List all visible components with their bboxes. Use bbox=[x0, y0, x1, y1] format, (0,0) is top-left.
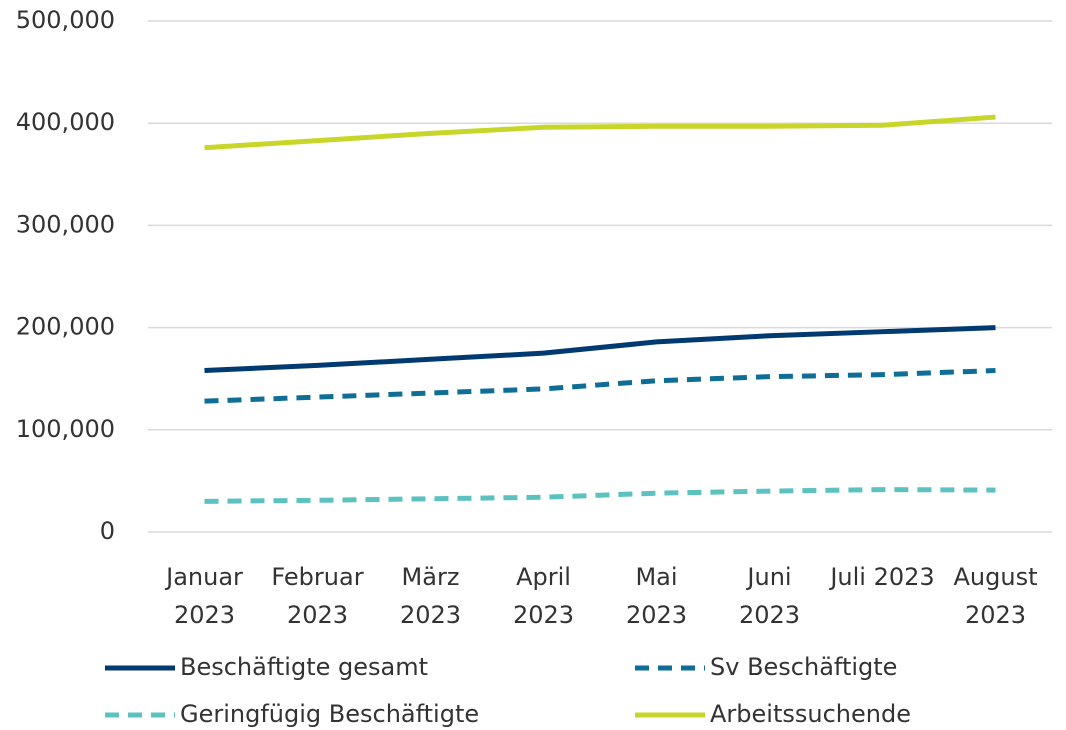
series-line bbox=[204, 325, 996, 374]
series-line bbox=[204, 487, 996, 504]
legend-label: Beschäftigte gesamt bbox=[180, 653, 428, 681]
y-tick-label: 500,000 bbox=[16, 6, 115, 34]
x-tick-label: Februar 2023 bbox=[271, 563, 364, 629]
x-tick-label: August 2023 bbox=[953, 563, 1038, 629]
y-tick-label: 400,000 bbox=[16, 108, 115, 136]
y-tick-label: 300,000 bbox=[16, 210, 115, 238]
legend-label: Sv Beschäftigte bbox=[710, 653, 897, 681]
x-tick-label: April 2023 bbox=[512, 563, 575, 629]
x-tick-label: Januar 2023 bbox=[166, 563, 243, 629]
x-tick-label: Juni 2023 bbox=[738, 563, 801, 629]
legend-label: Geringfügig Beschäftigte bbox=[180, 700, 479, 728]
x-tick-label: März 2023 bbox=[399, 563, 462, 629]
x-tick-label: Juli 2023 bbox=[830, 563, 935, 591]
y-tick-label: 100,000 bbox=[16, 415, 115, 443]
legend-label: Arbeitssuchende bbox=[710, 700, 911, 728]
series-line bbox=[204, 114, 996, 151]
series-line bbox=[204, 368, 996, 404]
x-tick-label: Mai 2023 bbox=[625, 563, 688, 629]
y-tick-label: 200,000 bbox=[16, 313, 115, 341]
y-tick-label: 0 bbox=[100, 517, 115, 545]
